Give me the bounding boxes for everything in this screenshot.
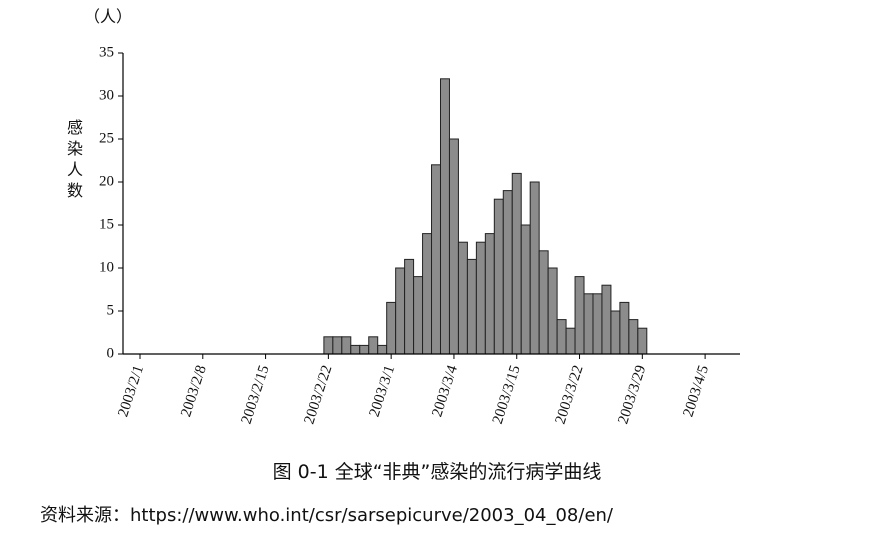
bar — [619, 301, 630, 355]
bar — [386, 301, 397, 355]
y-tick-label: 0 — [107, 345, 115, 361]
bar — [484, 233, 495, 355]
bar — [565, 327, 576, 355]
x-tick-label: 2003/3/1 — [367, 363, 399, 419]
bar — [341, 336, 352, 355]
bar — [628, 319, 639, 355]
x-tick-label: 2003/3/22 — [553, 363, 587, 426]
bar — [466, 258, 477, 355]
bar — [556, 319, 567, 355]
y-tick-label: 20 — [99, 173, 114, 189]
x-tick-label: 2003/2/1 — [115, 363, 147, 419]
bar — [368, 336, 379, 355]
y-tick-label: 35 — [99, 44, 114, 60]
bar — [422, 233, 433, 355]
x-tick-label: 2003/2/15 — [239, 363, 273, 426]
bar — [529, 181, 540, 355]
x-tick-label: 2003/3/15 — [490, 363, 524, 426]
bar — [448, 138, 459, 355]
y-tick-label: 25 — [99, 130, 114, 146]
y-tick-label: 30 — [99, 87, 114, 103]
y-unit: （人） — [84, 7, 132, 26]
y-tick-label: 5 — [107, 302, 115, 318]
y-axis-label: 感染人数 — [67, 118, 83, 200]
bar — [404, 258, 415, 355]
bar — [359, 344, 370, 355]
bar — [475, 241, 486, 355]
x-tick-label: 2003/2/22 — [301, 363, 335, 426]
bar — [439, 78, 450, 355]
bar — [377, 344, 388, 355]
x-tick-label: 2003/2/8 — [178, 363, 210, 419]
bar — [502, 190, 513, 355]
bar — [493, 198, 504, 355]
y-tick-label: 15 — [99, 216, 114, 232]
bar — [538, 250, 549, 355]
x-tick-label: 2003/3/4 — [429, 363, 461, 419]
bar — [457, 241, 468, 355]
bar — [547, 267, 558, 355]
bar — [323, 336, 334, 355]
bar — [431, 164, 441, 355]
bar — [583, 293, 594, 355]
bar — [511, 172, 522, 355]
bar — [637, 327, 648, 355]
bar — [395, 267, 406, 355]
bar — [610, 310, 621, 355]
y-tick-label: 10 — [99, 259, 114, 275]
bar — [413, 276, 424, 355]
bar — [332, 336, 343, 355]
bar — [601, 284, 612, 355]
x-tick-label: 2003/3/29 — [615, 363, 649, 426]
bar — [350, 344, 361, 355]
bar — [592, 293, 603, 355]
bar — [574, 276, 585, 355]
x-tick-label: 2003/4/5 — [680, 363, 712, 419]
chart-title: 图 0-1 全球“非典”感染的流行病学曲线 — [273, 461, 602, 483]
bar — [520, 224, 531, 355]
source: 资料来源：https://www.who.int/csr/sarsepicurv… — [40, 505, 614, 526]
